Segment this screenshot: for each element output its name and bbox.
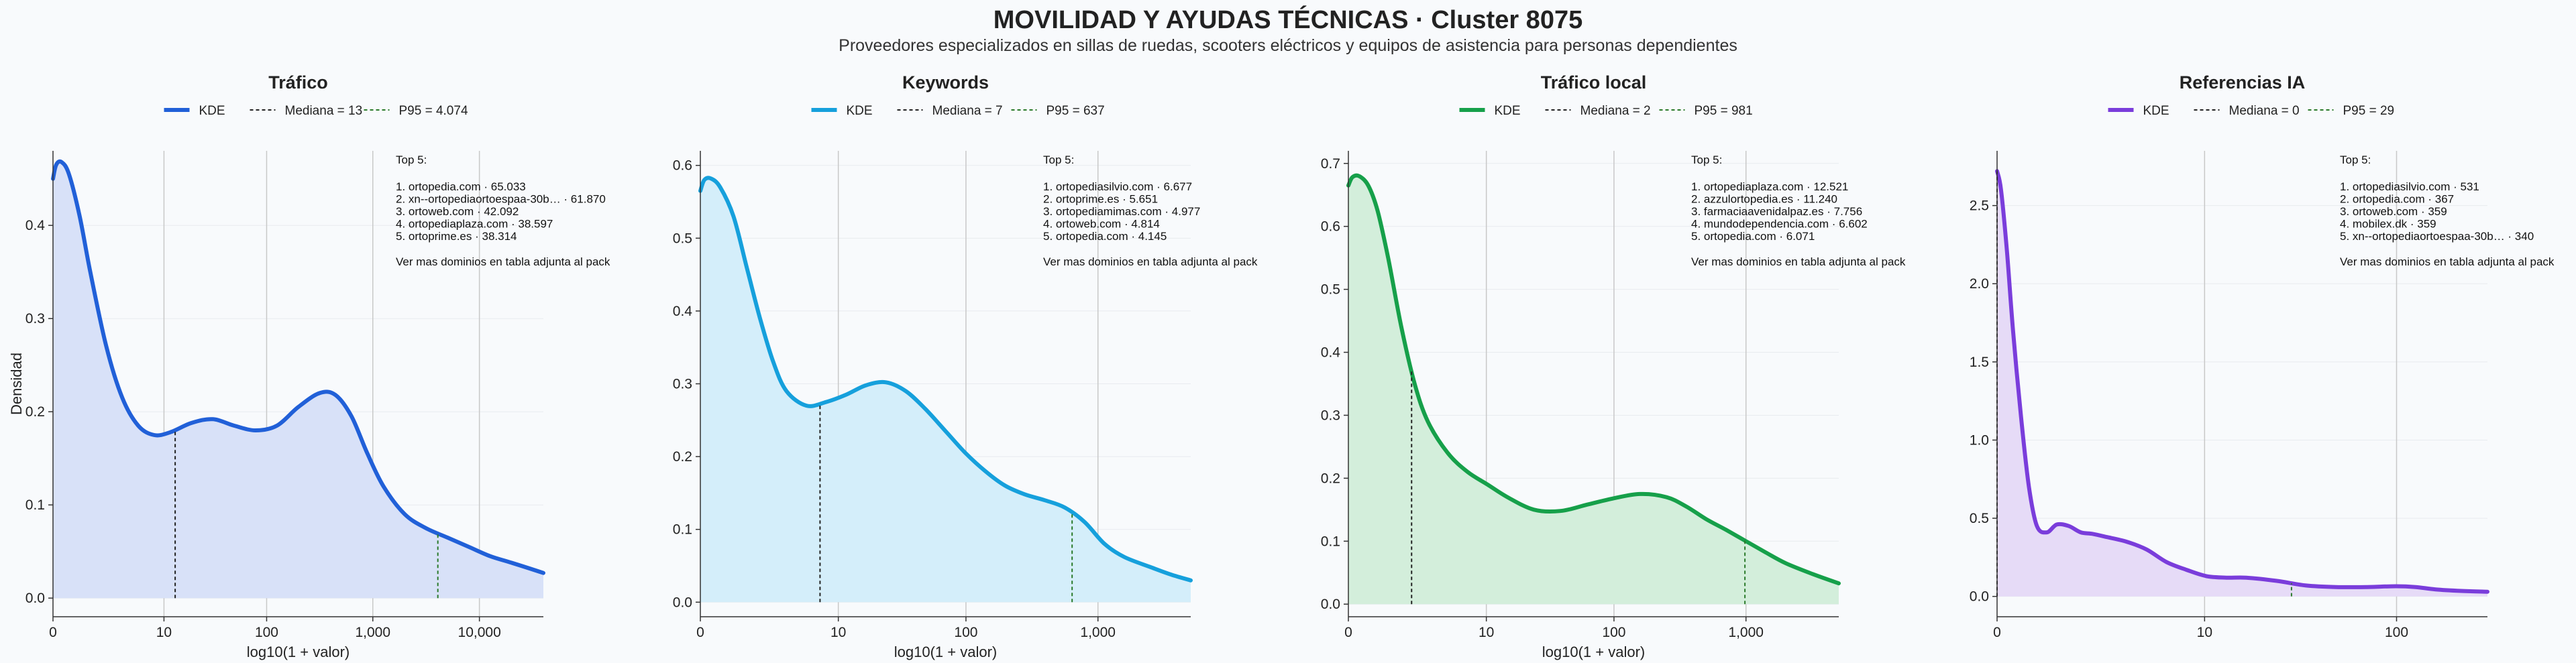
- top5-item: 4. ortoweb.com · 4.814: [1043, 218, 1160, 231]
- x-tick-label: 1,000: [1728, 625, 1764, 640]
- y-tick-label: 2.5: [1970, 198, 1989, 214]
- y-tick-label: 0.3: [25, 311, 45, 326]
- top5-item: 3. farmaciaavenidalpaz.es · 7.756: [1691, 205, 1862, 218]
- top5-item: 5. ortopedia.com · 4.145: [1043, 230, 1167, 243]
- top5-header: Top 5:: [2340, 154, 2371, 166]
- x-tick-label: 100: [954, 625, 977, 640]
- legend-kde-label: KDE: [2143, 104, 2169, 118]
- x-tick-label: 1,000: [1080, 625, 1116, 640]
- figure-subtitle: Proveedores especializados en sillas de …: [839, 36, 1737, 55]
- legend-p95-label: P95 = 981: [1695, 104, 1753, 118]
- y-tick-label: 0.2: [1321, 471, 1340, 486]
- x-tick-label: 0: [1344, 625, 1352, 640]
- panel-title: Keywords: [902, 72, 989, 93]
- top5-note: Ver mas dominios en tabla adjunta al pac…: [396, 255, 610, 268]
- y-tick-label: 0.4: [673, 304, 693, 319]
- legend-p95-label: P95 = 4.074: [399, 104, 468, 118]
- top5-item: 2. xn--ortopediaortoespaa-30b… · 61.870: [396, 193, 606, 206]
- y-tick-label: 0.3: [1321, 408, 1340, 423]
- top5-item: 4. mundodependencia.com · 6.602: [1691, 218, 1868, 231]
- y-tick-label: 0.5: [673, 231, 692, 246]
- y-tick-label: 0.0: [673, 595, 692, 610]
- top5-item: 4. mobilex.dk · 359: [2340, 218, 2436, 231]
- y-tick-label: 0.6: [1321, 219, 1340, 235]
- legend-kde-label: KDE: [847, 104, 873, 118]
- top5-item: 5. ortoprime.es · 38.314: [396, 230, 517, 243]
- legend-kde-label: KDE: [1495, 104, 1521, 118]
- top5-item: 3. ortopediamimas.com · 4.977: [1043, 205, 1200, 218]
- x-axis-label: log10(1 + valor): [1542, 644, 1645, 660]
- x-tick-label: 100: [255, 625, 278, 640]
- chart-panel-3: Tráfico local KDE Mediana = 2 P95 = 981 0.0 0…: [1321, 72, 1906, 660]
- y-tick-label: 0.4: [25, 218, 46, 233]
- top5-header: Top 5:: [1691, 154, 1722, 166]
- panel-title: Tráfico: [268, 72, 328, 93]
- top5-note: Ver mas dominios en tabla adjunta al pac…: [1691, 255, 1906, 268]
- y-tick-label: 1.5: [1970, 355, 1989, 370]
- top5-item: 3. ortoweb.com · 42.092: [396, 205, 519, 218]
- x-tick-label: 10: [156, 625, 172, 640]
- y-axis-label: Densidad: [8, 353, 25, 415]
- y-tick-label: 0.2: [25, 404, 45, 420]
- x-axis-label: log10(1 + valor): [247, 644, 350, 660]
- y-tick-label: 0.4: [1321, 345, 1341, 361]
- panel-title: Referencias IA: [2180, 72, 2306, 93]
- x-tick-label: 1,000: [355, 625, 390, 640]
- chart-panel-2: Keywords KDE Mediana = 7 P95 = 637 0.0 0.1 0.2…: [673, 72, 1258, 660]
- legend-median-label: Mediana = 0: [2229, 104, 2300, 118]
- x-axis-label: log10(1 + valor): [894, 644, 997, 660]
- y-tick-label: 0.0: [1970, 589, 1989, 605]
- top5-item: 1. ortopediasilvio.com · 531: [2340, 180, 2479, 193]
- top5-note: Ver mas dominios en tabla adjunta al pac…: [1043, 255, 1258, 268]
- top5-item: 1. ortopediasilvio.com · 6.677: [1043, 180, 1192, 193]
- legend-kde-label: KDE: [199, 104, 225, 118]
- top5-item: 4. ortopediaplaza.com · 38.597: [396, 218, 553, 231]
- x-tick-label: 10: [830, 625, 846, 640]
- legend-p95-label: P95 = 29: [2343, 104, 2395, 118]
- y-tick-label: 0.2: [673, 449, 692, 465]
- x-tick-label: 0: [1993, 625, 2001, 640]
- y-tick-label: 2.0: [1970, 276, 1989, 292]
- y-tick-label: 1.0: [1970, 432, 1989, 448]
- panel-title: Tráfico local: [1541, 72, 1647, 93]
- legend-median-label: Mediana = 2: [1580, 104, 1651, 118]
- top5-item: 5. ortopedia.com · 6.071: [1691, 230, 1815, 243]
- x-tick-label: 10,000: [458, 625, 501, 640]
- top5-item: 2. ortoprime.es · 5.651: [1043, 193, 1158, 206]
- top5-note: Ver mas dominios en tabla adjunta al pac…: [2340, 255, 2555, 268]
- y-tick-label: 0.0: [25, 591, 45, 606]
- y-tick-label: 0.1: [1321, 534, 1340, 549]
- top5-header: Top 5:: [1043, 154, 1074, 166]
- chart-panel-4: Referencias IA KDE Mediana = 0 P95 = 29 0.0 0…: [1970, 72, 2555, 640]
- x-tick-label: 100: [1602, 625, 1625, 640]
- x-tick-label: 10: [2197, 625, 2212, 640]
- y-tick-label: 0.3: [673, 377, 692, 392]
- top5-header: Top 5:: [396, 154, 427, 166]
- y-tick-label: 0.1: [673, 522, 692, 538]
- figure-title: MOVILIDAD Y AYUDAS TÉCNICAS · Cluster 80…: [994, 5, 1582, 34]
- legend-median-label: Mediana = 7: [932, 104, 1003, 118]
- top5-item: 2. azzulortopedia.es · 11.240: [1691, 193, 1837, 206]
- y-tick-label: 0.1: [25, 497, 45, 513]
- y-tick-label: 0.0: [1321, 597, 1340, 612]
- x-tick-label: 10: [1479, 625, 1494, 640]
- chart-panel-1: Tráfico KDE Mediana = 13 P95 = 4.074 0.0 0.1 0…: [8, 72, 610, 660]
- top5-item: 5. xn--ortopediaortoespaa-30b… · 340: [2340, 230, 2534, 243]
- y-tick-label: 0.6: [673, 158, 692, 174]
- top5-item: 1. ortopediaplaza.com · 12.521: [1691, 180, 1848, 193]
- x-tick-label: 100: [2385, 625, 2408, 640]
- top5-item: 3. ortoweb.com · 359: [2340, 205, 2447, 218]
- x-tick-label: 0: [696, 625, 704, 640]
- y-tick-label: 0.5: [1321, 282, 1340, 298]
- legend-p95-label: P95 = 637: [1046, 104, 1105, 118]
- x-tick-label: 0: [49, 625, 57, 640]
- y-tick-label: 0.7: [1321, 156, 1340, 172]
- top5-item: 2. ortopedia.com · 367: [2340, 193, 2454, 206]
- y-tick-label: 0.5: [1970, 511, 1989, 526]
- legend-median-label: Mediana = 13: [285, 104, 363, 118]
- top5-item: 1. ortopedia.com · 65.033: [396, 180, 526, 193]
